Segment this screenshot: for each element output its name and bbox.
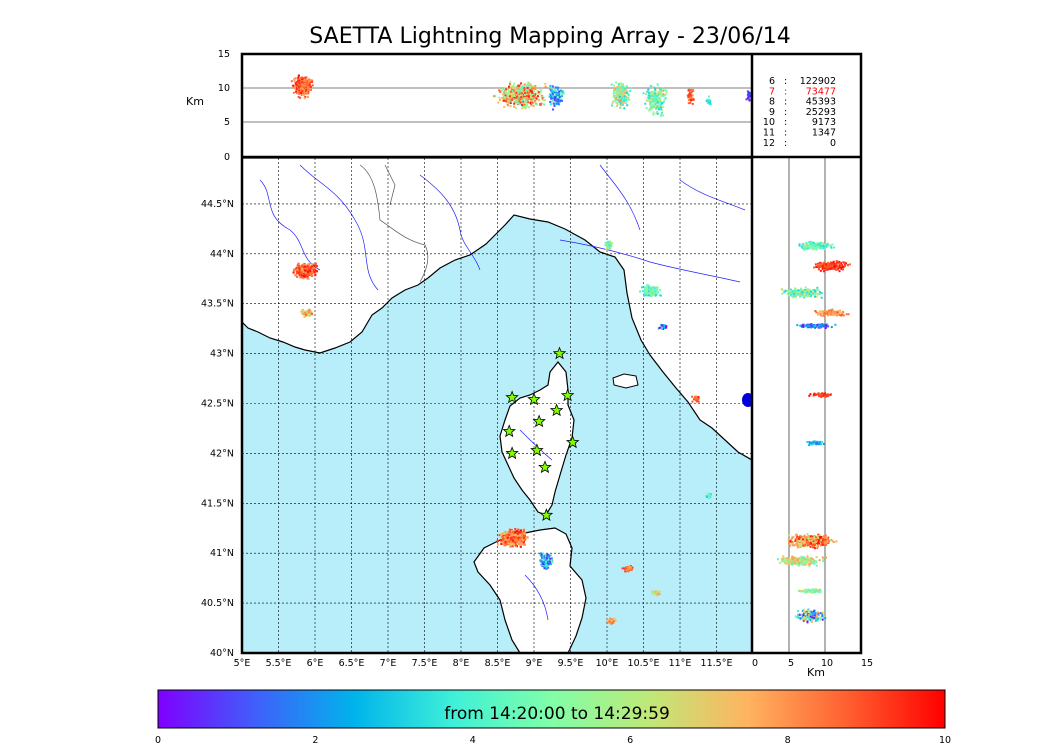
count-altitude: 8 [769,97,775,108]
latitude-axis: 44.5°N 44°N 43.5°N 43°N 42.5°N 42°N 41.5°N 41°N… [201,199,234,659]
station-star [539,508,554,521]
lon-tick-label: 6°E [307,658,324,669]
colorbar [157,689,946,729]
station-star [530,443,544,457]
sardinia-island [473,527,587,653]
count-separator: : [784,128,787,139]
lon-tick-label: 5°E [234,658,251,669]
station-star [552,346,567,360]
side-xaxis: 0 5 10 15 [752,658,873,669]
count-separator: : [784,117,787,128]
count-altitude: 10 [763,117,775,128]
count-altitude: 12 [763,138,775,149]
station-star [505,446,519,460]
lon-tick-label: 10.5°E [628,658,660,669]
lightning-sources-top [290,74,752,117]
top-ylabel: Km [186,95,204,108]
lon-tick-label: 5.5°E [266,658,292,669]
latitude-altitude-panel [753,158,861,653]
corsica-island [499,361,575,516]
top-ytick-label: 5 [224,117,230,128]
lon-tick-label: 9.5°E [558,658,584,669]
count-separator: : [784,107,787,118]
lat-tick-label: 44°N [210,249,234,260]
station-star [532,414,546,428]
lon-tick-label: 7°E [380,658,397,669]
side-xtick-label: 5 [788,658,794,669]
count-altitude: 9 [769,107,775,118]
station-star [549,403,564,417]
lightning-sources-map [292,240,752,625]
station-star [505,390,519,404]
lat-tick-label: 42.5°N [201,399,234,410]
top-yaxis: 15 10 5 0 [218,49,230,163]
lat-tick-label: 40°N [210,648,234,659]
count-separator: : [784,138,787,149]
side-xtick-label: 10 [821,658,833,669]
lon-tick-label: 8.5°E [485,658,511,669]
count-altitude: 7 [769,86,775,97]
colorbar-ticks: 0 2 4 6 8 10 [155,735,951,746]
figure-title: SAETTA Lightning Mapping Array - 23/06/1… [309,24,791,49]
side-xtick-label: 0 [752,658,758,669]
lat-tick-label: 42°N [210,448,234,459]
lon-tick-label: 7.5°E [412,658,438,669]
count-altitude: 6 [769,76,775,87]
altitude-longitude-panel [242,54,752,157]
lat-tick-label: 41°N [210,548,234,559]
top-ytick-label: 0 [224,152,230,163]
count-value: 73477 [806,86,836,97]
count-value: 0 [830,138,836,149]
lat-tick-label: 43°N [210,349,234,360]
altitude-counts: 6:1229027:734778:453939:2529310:917311:1… [763,76,836,149]
lat-tick-label: 41.5°N [201,498,234,509]
station-star [538,460,552,474]
station-star [560,388,575,402]
colorbar-tick-label: 8 [785,735,791,746]
lon-tick-label: 9°E [526,658,543,669]
colorbar-tick-label: 0 [155,735,161,746]
side-xlabel: Km [807,666,825,679]
outer-frame [240,52,863,655]
lon-tick-label: 6.5°E [339,658,365,669]
side-xtick-label: 15 [861,658,873,669]
lat-tick-label: 44.5°N [201,199,234,210]
lma-stations [502,346,580,521]
count-value: 45393 [806,97,836,108]
count-value: 25293 [806,107,836,118]
lon-tick-label: 10°E [596,658,619,669]
station-star [565,435,580,449]
lightning-sources-side [777,240,851,624]
colorbar-label: from 14:20:00 to 14:29:59 [444,704,670,724]
count-altitude: 11 [763,128,775,139]
colorbar-tick-label: 10 [939,735,951,746]
longitude-axis: 5°E 5.5°E 6°E 6.5°E 7°E 7.5°E 8°E 8.5°E 9°E 9.5°E… [234,658,733,669]
count-separator: : [784,76,787,87]
count-value: 9173 [812,117,836,128]
count-separator: : [784,86,787,97]
map-panel [242,158,752,653]
top-ytick-label: 15 [218,49,230,60]
rivers [259,164,746,621]
count-value: 122902 [800,76,836,87]
colorbar-tick-label: 2 [312,735,318,746]
lon-tick-label: 11°E [669,658,692,669]
country-borders [359,164,429,283]
lon-tick-label: 11.5°E [701,658,733,669]
station-star [527,392,541,406]
lat-tick-label: 43.5°N [201,299,234,310]
lat-tick-label: 40.5°N [201,598,234,609]
count-value: 1347 [812,128,836,139]
top-ytick-label: 10 [218,83,230,94]
mainland-land [242,158,752,461]
colorbar-tick-label: 6 [627,735,633,746]
count-separator: : [784,97,787,108]
lon-tick-label: 8°E [453,658,470,669]
graticule [242,158,752,653]
elba-island [612,373,639,389]
station-star [502,424,516,438]
colorbar-tick-label: 4 [470,735,476,746]
